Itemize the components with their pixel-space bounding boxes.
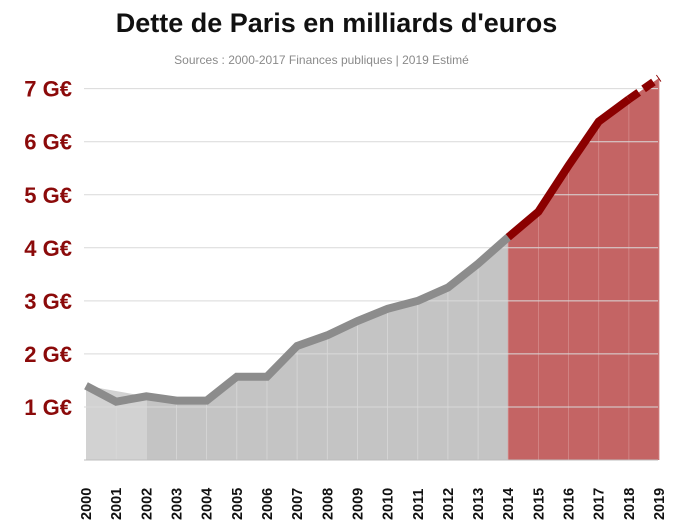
y-tick-label: 3 G€ <box>24 289 72 314</box>
x-tick-label: 2016 <box>562 488 578 520</box>
x-tick-label: 2011 <box>411 489 427 520</box>
x-tick-label: 2005 <box>230 488 246 520</box>
x-tick-label: 2004 <box>200 488 216 520</box>
series-lines <box>84 74 662 406</box>
series-line-red <box>505 96 632 241</box>
grid-lines <box>84 78 660 461</box>
chart-subtitle: Sources : 2000-2017 Finances publiques |… <box>174 53 469 67</box>
x-tick-label: 2015 <box>531 488 547 520</box>
x-tick-label: 2001 <box>109 488 125 520</box>
x-tick-label: 2008 <box>320 488 336 520</box>
y-tick-label: 5 G€ <box>24 183 72 208</box>
y-tick-label: 4 G€ <box>24 236 72 261</box>
series-line-estimated <box>626 74 662 103</box>
x-tick-label: 2003 <box>169 488 185 520</box>
x-tick-label: 2013 <box>471 488 487 520</box>
x-tick-label: 2007 <box>290 488 306 520</box>
series-line-gray <box>84 234 511 406</box>
x-tick-label: 2017 <box>592 488 608 520</box>
x-tick-label: 2009 <box>350 488 366 520</box>
y-tick-label: 6 G€ <box>24 130 72 155</box>
area-fill-red <box>508 78 660 460</box>
x-tick-label: 2012 <box>441 488 457 520</box>
x-tick-label: 2002 <box>139 488 155 520</box>
x-tick-label: 2006 <box>260 488 276 520</box>
y-tick-label: 1 G€ <box>24 395 72 420</box>
x-tick-label: 2019 <box>652 488 668 520</box>
x-axis-ticks: 2000 2001 2002 2003 2004 2005 2006 2007 2008 2009… <box>79 488 668 520</box>
x-tick-label: 2000 <box>79 488 95 520</box>
y-axis-ticks: 1 G€ 2 G€ 3 G€ 4 G€ 5 G€ 6 G€ 7 G€ <box>24 77 72 420</box>
x-tick-label: 2014 <box>501 488 517 520</box>
y-tick-label: 7 G€ <box>24 77 72 102</box>
x-tick-label: 2010 <box>381 488 397 520</box>
chart-title: Dette de Paris en milliards d'euros <box>115 8 558 38</box>
y-tick-label: 2 G€ <box>24 342 72 367</box>
x-tick-label: 2018 <box>622 488 638 520</box>
